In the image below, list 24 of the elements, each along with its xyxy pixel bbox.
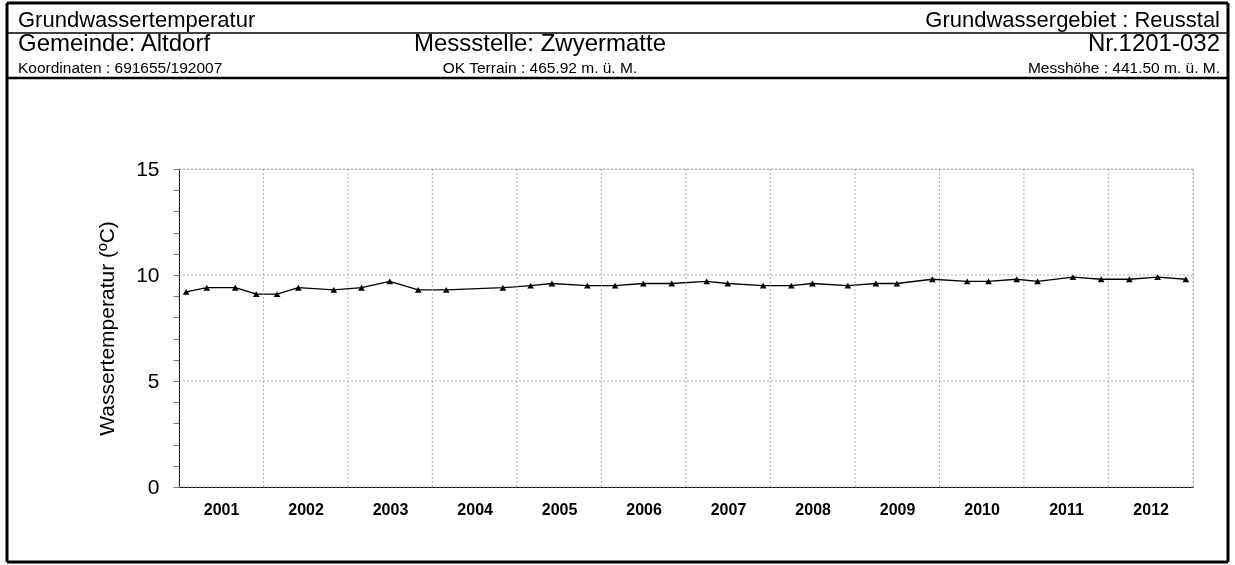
text: Grundwassergebiet : Reusstal (925, 7, 1220, 32)
x-tick-label: 2004 (457, 500, 494, 518)
y-axis-title: Wassertemperatur (ºC) (95, 221, 119, 436)
text: Messstelle: Zwyermatte (413, 29, 667, 56)
y-tick-label: 10 (136, 262, 160, 286)
y-tick-label: 5 (147, 368, 160, 392)
y-tick-label: 0 (147, 474, 160, 498)
x-tick-label: 2010 (964, 500, 1000, 518)
chart-title: Grundwassertemperatur (18, 7, 256, 32)
x-tick-label: 2003 (372, 500, 409, 518)
x-tick-label: 2011 (1049, 500, 1084, 518)
x-tick-label: 2009 (879, 500, 916, 518)
x-tick-label: 2002 (288, 500, 324, 518)
text: Messhöhe : 441.50 m. ü. M. (1027, 59, 1220, 76)
text: Koordinaten : 691655/192007 (18, 59, 223, 76)
x-tick-label: 2005 (541, 500, 578, 518)
x-tick-label: 2007 (710, 500, 747, 518)
x-tick-label: 2001 (203, 500, 240, 518)
x-tick-label: 2008 (795, 500, 832, 518)
x-tick-label: 2012 (1133, 500, 1170, 518)
x-tick-label: 2006 (626, 500, 662, 518)
y-tick-label: 15 (136, 156, 160, 180)
text: Nr.1201-032 (1087, 29, 1220, 56)
text: OK Terrain : 465.92 m. ü. M. (442, 59, 638, 76)
